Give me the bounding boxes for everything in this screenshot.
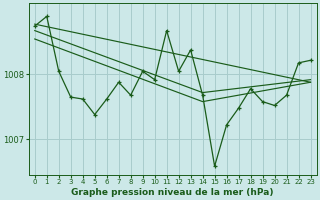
X-axis label: Graphe pression niveau de la mer (hPa): Graphe pression niveau de la mer (hPa) <box>71 188 274 197</box>
